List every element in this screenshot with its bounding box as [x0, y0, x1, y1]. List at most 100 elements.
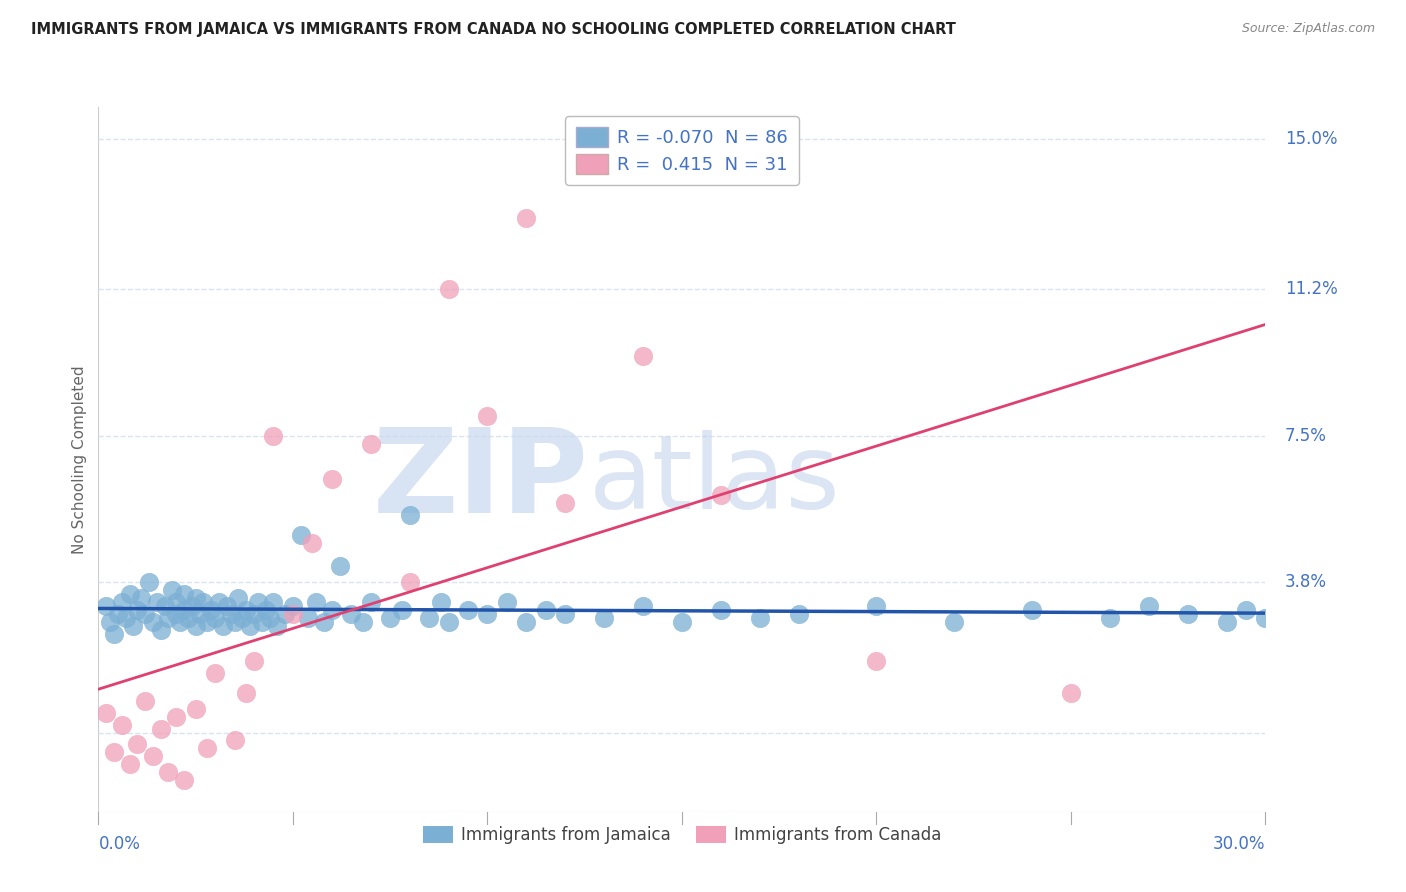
Point: [1137, 599, 1160, 613]
Point: [215, 599, 238, 613]
Y-axis label: No Schooling Completed: No Schooling Completed: [72, 365, 87, 554]
Point: [1254, 611, 1277, 625]
Point: [1021, 603, 1043, 617]
Point: [195, 615, 218, 629]
Point: [1234, 603, 1257, 617]
Point: [98, 615, 121, 629]
Point: [312, 615, 335, 629]
Text: ZIP: ZIP: [373, 423, 589, 538]
Point: [103, 626, 125, 640]
Point: [142, 749, 165, 764]
Point: [184, 702, 207, 716]
Legend: Immigrants from Jamaica, Immigrants from Canada: Immigrants from Jamaica, Immigrants from…: [415, 818, 949, 853]
Point: [259, 611, 281, 625]
Text: 11.2%: 11.2%: [1285, 280, 1337, 298]
Point: [204, 611, 226, 625]
Point: [329, 559, 352, 574]
Point: [398, 508, 420, 522]
Point: [114, 611, 136, 625]
Point: [165, 709, 187, 723]
Point: [297, 611, 319, 625]
Point: [173, 772, 195, 787]
Point: [173, 587, 195, 601]
Point: [204, 666, 226, 681]
Point: [360, 436, 382, 450]
Text: 15.0%: 15.0%: [1285, 129, 1337, 148]
Point: [243, 607, 266, 621]
Text: 7.5%: 7.5%: [1285, 426, 1327, 444]
Point: [534, 603, 557, 617]
Point: [149, 722, 172, 736]
Point: [239, 618, 262, 632]
Point: [593, 611, 616, 625]
Point: [391, 603, 413, 617]
Point: [142, 615, 165, 629]
Point: [477, 607, 499, 621]
Point: [429, 595, 451, 609]
Point: [153, 599, 176, 613]
Point: [111, 595, 134, 609]
Point: [219, 607, 242, 621]
Point: [127, 603, 149, 617]
Point: [177, 611, 200, 625]
Point: [134, 607, 156, 621]
Point: [134, 694, 156, 708]
Point: [122, 618, 145, 632]
Point: [96, 599, 118, 613]
Point: [515, 211, 537, 225]
Point: [246, 595, 269, 609]
Text: 3.8%: 3.8%: [1285, 573, 1327, 591]
Point: [457, 603, 479, 617]
Point: [146, 595, 169, 609]
Point: [184, 591, 207, 605]
Point: [224, 733, 246, 747]
Point: [250, 615, 273, 629]
Point: [340, 607, 363, 621]
Text: atlas: atlas: [589, 430, 841, 531]
Text: IMMIGRANTS FROM JAMAICA VS IMMIGRANTS FROM CANADA NO SCHOOLING COMPLETED CORRELA: IMMIGRANTS FROM JAMAICA VS IMMIGRANTS FR…: [31, 22, 956, 37]
Point: [228, 591, 250, 605]
Point: [943, 615, 966, 629]
Point: [129, 591, 152, 605]
Point: [188, 607, 211, 621]
Text: 30.0%: 30.0%: [1213, 836, 1265, 854]
Point: [107, 607, 129, 621]
Point: [380, 611, 402, 625]
Point: [1060, 686, 1083, 700]
Point: [305, 595, 328, 609]
Point: [554, 607, 576, 621]
Point: [149, 623, 172, 637]
Point: [281, 599, 304, 613]
Point: [1177, 607, 1199, 621]
Point: [157, 765, 180, 780]
Point: [169, 615, 191, 629]
Point: [235, 686, 257, 700]
Point: [515, 615, 537, 629]
Point: [398, 575, 420, 590]
Text: Source: ZipAtlas.com: Source: ZipAtlas.com: [1241, 22, 1375, 36]
Point: [631, 350, 654, 364]
Text: 0.0%: 0.0%: [98, 836, 141, 854]
Point: [184, 618, 207, 632]
Point: [865, 654, 887, 668]
Point: [631, 599, 654, 613]
Point: [224, 615, 246, 629]
Point: [235, 603, 257, 617]
Point: [180, 599, 202, 613]
Point: [1098, 611, 1121, 625]
Point: [138, 575, 160, 590]
Point: [118, 757, 141, 772]
Point: [1215, 615, 1237, 629]
Point: [360, 595, 382, 609]
Point: [301, 535, 323, 549]
Point: [274, 607, 297, 621]
Point: [671, 615, 693, 629]
Point: [208, 595, 231, 609]
Point: [281, 607, 304, 621]
Point: [195, 741, 218, 756]
Point: [290, 527, 312, 541]
Point: [352, 615, 374, 629]
Point: [162, 582, 184, 597]
Point: [111, 717, 134, 731]
Point: [787, 607, 810, 621]
